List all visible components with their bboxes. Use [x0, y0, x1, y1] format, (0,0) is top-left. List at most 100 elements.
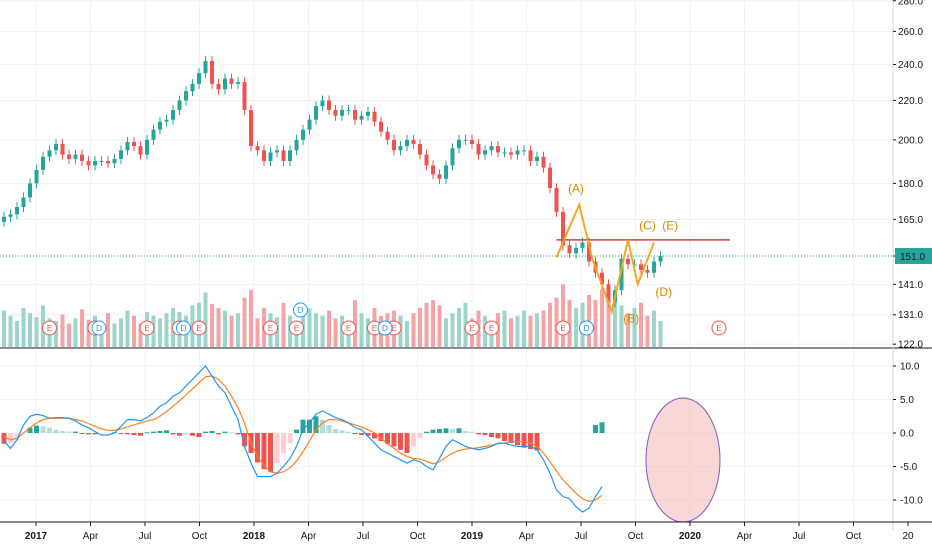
volume-bar [86, 319, 91, 347]
highlight-ellipse [645, 397, 721, 523]
macd-histogram-bar [346, 431, 351, 433]
macd-tick-label: 5.0 [900, 395, 914, 406]
volume-bar [561, 284, 565, 347]
candle-body [54, 144, 58, 151]
time-tick-label: Apr [301, 531, 317, 542]
macd-histogram-bar [27, 427, 33, 433]
candle-body [301, 129, 305, 140]
volume-bar [249, 289, 253, 347]
volume-bar [554, 297, 559, 347]
time-tick-label: 2017 [25, 531, 48, 542]
candle-body [21, 197, 26, 208]
volume-bar [119, 318, 123, 347]
macd-histogram-bar [450, 428, 455, 433]
earnings-marker: E [555, 320, 571, 336]
volume-bar [8, 315, 13, 347]
earnings-marker: E [289, 320, 304, 336]
candle-body [255, 146, 260, 151]
marker-letter: E [196, 324, 201, 333]
candle-body [548, 167, 552, 189]
volume-bar [60, 314, 65, 347]
time-tick-label: Jul [793, 531, 806, 542]
macd-histogram-bar [177, 433, 182, 436]
time-tick-label: Apr [519, 531, 535, 542]
dividend-marker: D [176, 320, 191, 336]
candle-body [333, 109, 338, 116]
candle-body [15, 207, 19, 215]
candle-body [509, 152, 513, 155]
candle-body [119, 150, 123, 159]
volume-bar [606, 287, 611, 347]
candle-body [502, 152, 507, 154]
macd-histogram-bar [521, 433, 527, 448]
marker-circle [176, 320, 191, 336]
candle-body [561, 211, 565, 246]
candle-body [223, 78, 227, 90]
candle-body [145, 139, 149, 155]
volume-bar [106, 313, 110, 347]
volume-bar [444, 318, 448, 347]
candle-body [236, 82, 240, 84]
macd-histogram-bar [274, 433, 280, 464]
macd-histogram-bar [203, 431, 208, 433]
candle-body [151, 129, 156, 140]
time-tick-label: Apr [83, 531, 99, 542]
volume-bar [535, 313, 539, 347]
macd-histogram-bar [209, 430, 215, 433]
volume-bar [314, 313, 318, 347]
macd-histogram-bar [294, 429, 299, 433]
volume-bar [67, 323, 71, 347]
candle-body [99, 161, 104, 163]
volume-bar [541, 310, 546, 347]
volume-bar [216, 308, 221, 347]
candle-body [288, 150, 292, 162]
candle-body [652, 261, 656, 273]
dividend-marker: D [579, 320, 594, 336]
volume-bar [21, 308, 26, 347]
candle-body [359, 115, 364, 120]
macd-histogram-bar [372, 433, 377, 439]
candle-body [268, 152, 273, 162]
volume-bar [574, 308, 578, 347]
macd-histogram-bar [53, 429, 59, 433]
volume-bar [138, 323, 143, 347]
price-candles [2, 56, 663, 308]
volume-bar [658, 321, 663, 347]
macd-histogram-bar [404, 433, 410, 454]
time-tick-label: 2020 [679, 531, 702, 542]
time-tick-label: Oct [410, 531, 426, 542]
marker-letter: E [268, 324, 273, 333]
candle-body [353, 109, 357, 120]
macd-histogram-bar [313, 416, 319, 433]
candle-body [463, 139, 468, 141]
volume-bar [132, 315, 136, 347]
marker-circle [341, 320, 356, 336]
candle-body [398, 146, 403, 151]
time-tick-label: Apr [737, 531, 753, 542]
volume-bar [210, 304, 214, 347]
volume-bar [626, 313, 630, 347]
candle-body [132, 141, 136, 147]
candle-body [242, 82, 247, 110]
marker-circle [139, 320, 155, 336]
candle-body [587, 242, 591, 262]
macd-histogram-bar [333, 428, 338, 433]
candle-body [314, 106, 318, 120]
macd-line [3, 365, 603, 513]
macd-histogram-bar [326, 424, 332, 433]
candle-body [164, 119, 169, 122]
macd-histogram-bar [599, 422, 605, 433]
macd-histogram-bar [339, 430, 345, 433]
volume-bar [125, 310, 130, 347]
time-tick-label: 20 [902, 531, 914, 542]
volume-bar [333, 318, 338, 347]
volume-bar [112, 323, 117, 347]
candle-body [489, 146, 494, 151]
volume-bar [645, 315, 650, 347]
candle-body [294, 139, 299, 151]
candle-body [385, 131, 390, 140]
last-price-tag: 151.0 [895, 248, 932, 265]
volume-bar [359, 313, 364, 347]
candle-body [190, 83, 195, 92]
